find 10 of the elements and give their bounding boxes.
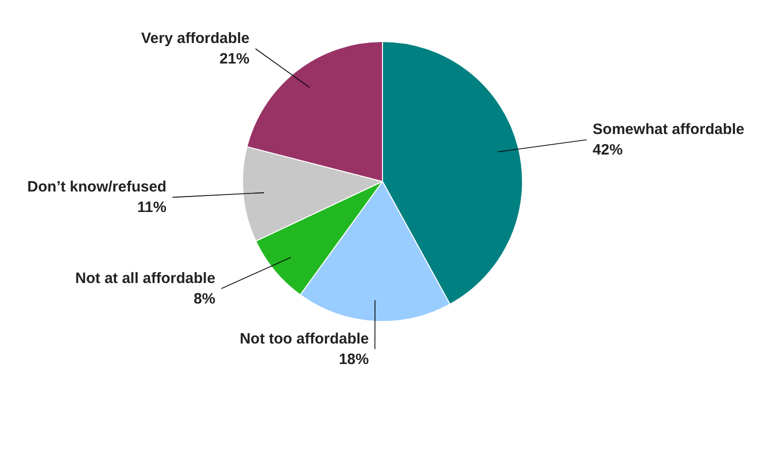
slice-label: Somewhat affordable: [592, 121, 744, 138]
data-label: 21%: [219, 50, 250, 68]
data-label: 18%: [338, 350, 369, 368]
slice-label: Not at all affordable: [75, 270, 216, 287]
slice-label: Very affordable: [141, 30, 250, 48]
slice-label: Not too affordable: [240, 330, 369, 348]
data-label: 11%: [137, 199, 166, 216]
data-label: 42%: [592, 141, 623, 158]
data-label: 8%: [194, 290, 216, 308]
slice-label: Don’t know/refused: [27, 178, 166, 196]
